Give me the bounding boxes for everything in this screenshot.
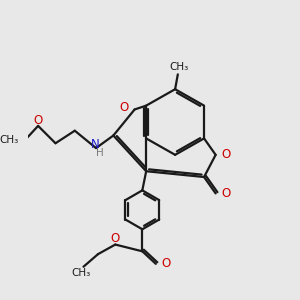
Text: O: O [34, 114, 43, 127]
Text: CH₃: CH₃ [169, 62, 188, 72]
Text: CH₃: CH₃ [71, 268, 90, 278]
Text: O: O [110, 232, 119, 245]
Text: CH₃: CH₃ [0, 135, 18, 145]
Text: O: O [162, 257, 171, 270]
Text: O: O [222, 187, 231, 200]
Text: H: H [96, 148, 104, 158]
Text: O: O [222, 148, 231, 161]
Text: N: N [91, 138, 100, 151]
Text: O: O [119, 101, 129, 114]
